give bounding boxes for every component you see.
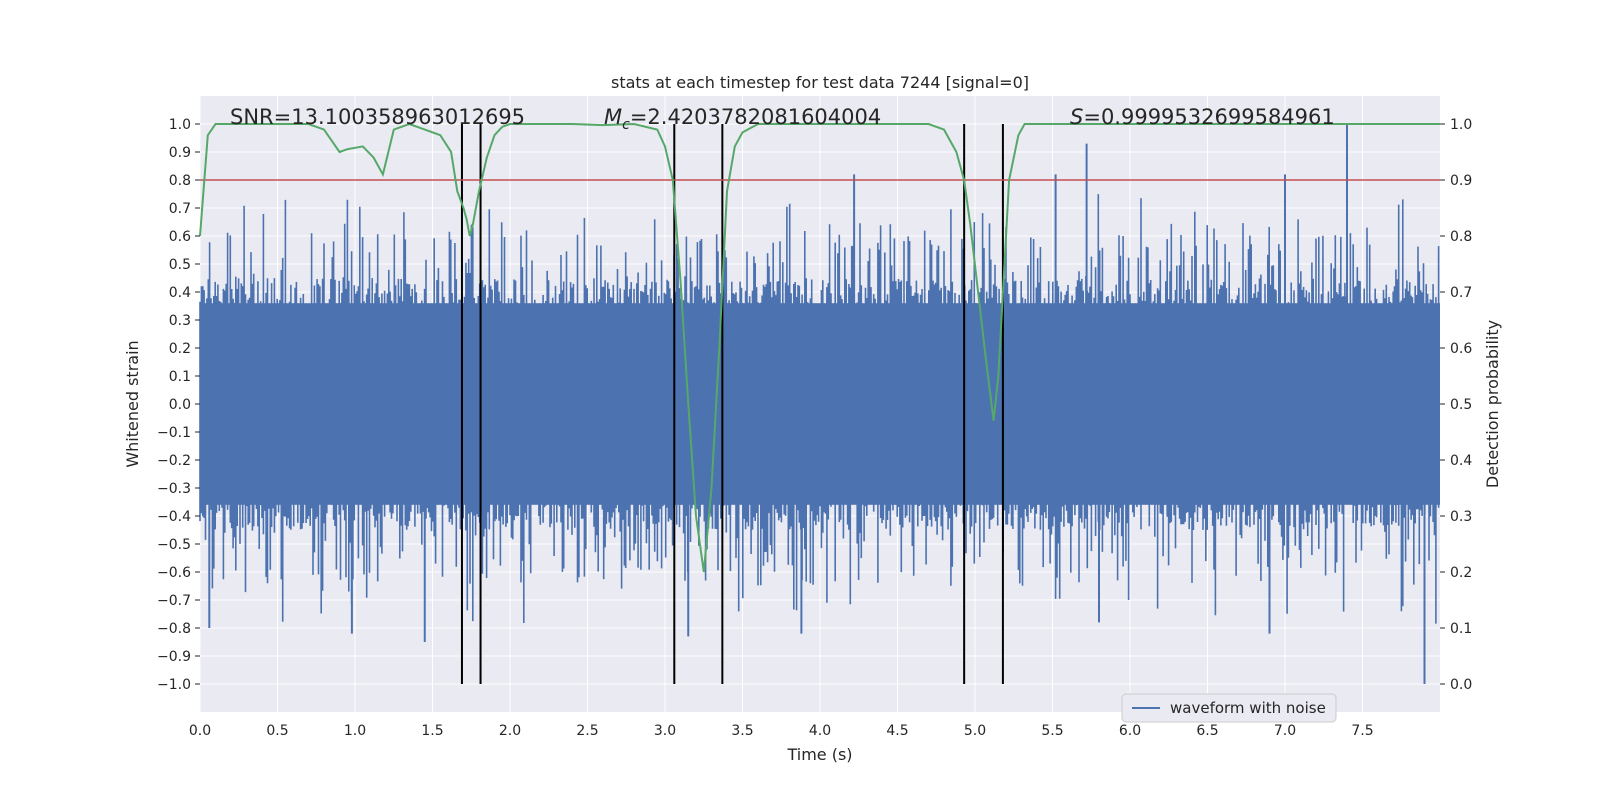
y-tick-label: −0.2	[157, 453, 191, 469]
waveform-core	[200, 303, 1440, 505]
x-tick-label: 6.0	[1119, 723, 1141, 739]
y-right-tick-label: 0.4	[1450, 453, 1472, 469]
significance-value: =0.9999532699584961	[1083, 105, 1334, 129]
x-axis-label: Time (s)	[786, 745, 852, 764]
x-tick-label: 4.0	[809, 723, 831, 739]
x-tick-label: 6.5	[1196, 723, 1218, 739]
y-right-tick-label: 0.8	[1450, 229, 1472, 245]
y-tick-label: 0.7	[169, 201, 191, 217]
chart-title: stats at each timestep for test data 724…	[611, 73, 1029, 92]
x-tick-label: 5.0	[964, 723, 986, 739]
x-tick-label: 5.5	[1041, 723, 1063, 739]
y-tick-label: −0.1	[157, 425, 191, 441]
y-right-tick-label: 0.1	[1450, 621, 1472, 637]
y-tick-label: 0.1	[169, 369, 191, 385]
x-tick-label: 1.0	[344, 723, 366, 739]
x-tick-label: 0.5	[266, 723, 288, 739]
waveform-series	[199, 124, 1440, 684]
legend-box	[1121, 693, 1337, 723]
y-tick-label: −0.8	[157, 621, 191, 637]
x-tick-label: 0.0	[189, 723, 211, 739]
x-tick-label: 2.5	[576, 723, 598, 739]
legend-label: waveform with noise	[1170, 699, 1326, 717]
y-right-tick-label: 0.9	[1450, 173, 1472, 189]
significance-symbol: S	[1070, 105, 1083, 129]
y-tick-label: −1.0	[157, 677, 191, 693]
y-tick-label: 0.6	[169, 229, 191, 245]
y-right-tick-label: 0.0	[1450, 677, 1472, 693]
y-right-tick-label: 0.3	[1450, 509, 1472, 525]
y-tick-label: −0.5	[157, 537, 191, 553]
y-axis-label: Whitened strain	[123, 340, 142, 467]
chirp-mass-symbol: M	[604, 105, 622, 129]
y-axis-ticks: 1.0 0.9 0.8 0.7 0.6 0.5 0.4 0.3 0.2 0.1 0.0 −0.1 −0.…	[157, 117, 200, 693]
legend: waveform with noise	[1121, 693, 1337, 723]
y-tick-label: −0.7	[157, 593, 191, 609]
chirp-mass-annotation: Mc=2.4203782081604004	[604, 105, 881, 133]
y-tick-label: 0.0	[169, 397, 191, 413]
y-tick-label: 0.3	[169, 313, 191, 329]
y-tick-label: 0.8	[169, 173, 191, 189]
y-right-tick-label: 0.5	[1450, 397, 1472, 413]
x-axis-ticks: 0.0 0.5 1.0 1.5 2.0 2.5 3.0 3.5 4.0 4.5 5.0 5.5 6.0 6…	[189, 723, 1374, 739]
y-right-tick-label: 0.6	[1450, 341, 1472, 357]
y-tick-label: −0.6	[157, 565, 191, 581]
y-tick-label: −0.9	[157, 649, 191, 665]
x-tick-label: 7.0	[1274, 723, 1296, 739]
y-right-tick-label: 0.7	[1450, 285, 1472, 301]
y-right-tick-label: 1.0	[1450, 117, 1472, 133]
y-tick-label: −0.3	[157, 481, 191, 497]
y-right-axis-ticks: 1.0 0.9 0.8 0.7 0.6 0.5 0.4 0.3 0.2 0.1 0.0	[1440, 117, 1472, 693]
y-tick-label: −0.4	[157, 509, 191, 525]
x-tick-label: 1.5	[421, 723, 443, 739]
y-tick-label: 0.9	[169, 145, 191, 161]
detection-probability-line	[199, 122, 1440, 573]
y-tick-label: 0.2	[169, 341, 191, 357]
x-tick-label: 2.0	[499, 723, 521, 739]
y-right-axis-label: Detection probability	[1483, 320, 1502, 488]
chirp-mass-subscript: c	[622, 117, 630, 133]
y-tick-label: 0.5	[169, 257, 191, 273]
chirp-mass-value: =2.4203782081604004	[630, 105, 881, 129]
y-right-tick-label: 0.2	[1450, 565, 1472, 581]
x-tick-label: 4.5	[886, 723, 908, 739]
snr-annotation: SNR=13.100358963012695	[230, 105, 525, 129]
x-tick-label: 7.5	[1351, 723, 1373, 739]
x-tick-label: 3.5	[731, 723, 753, 739]
vertical-lines	[460, 124, 1004, 684]
x-tick-label: 3.0	[654, 723, 676, 739]
y-tick-label: 0.4	[169, 285, 191, 301]
y-tick-label: 1.0	[169, 117, 191, 133]
significance-annotation: S=0.9999532699584961	[1070, 105, 1335, 129]
